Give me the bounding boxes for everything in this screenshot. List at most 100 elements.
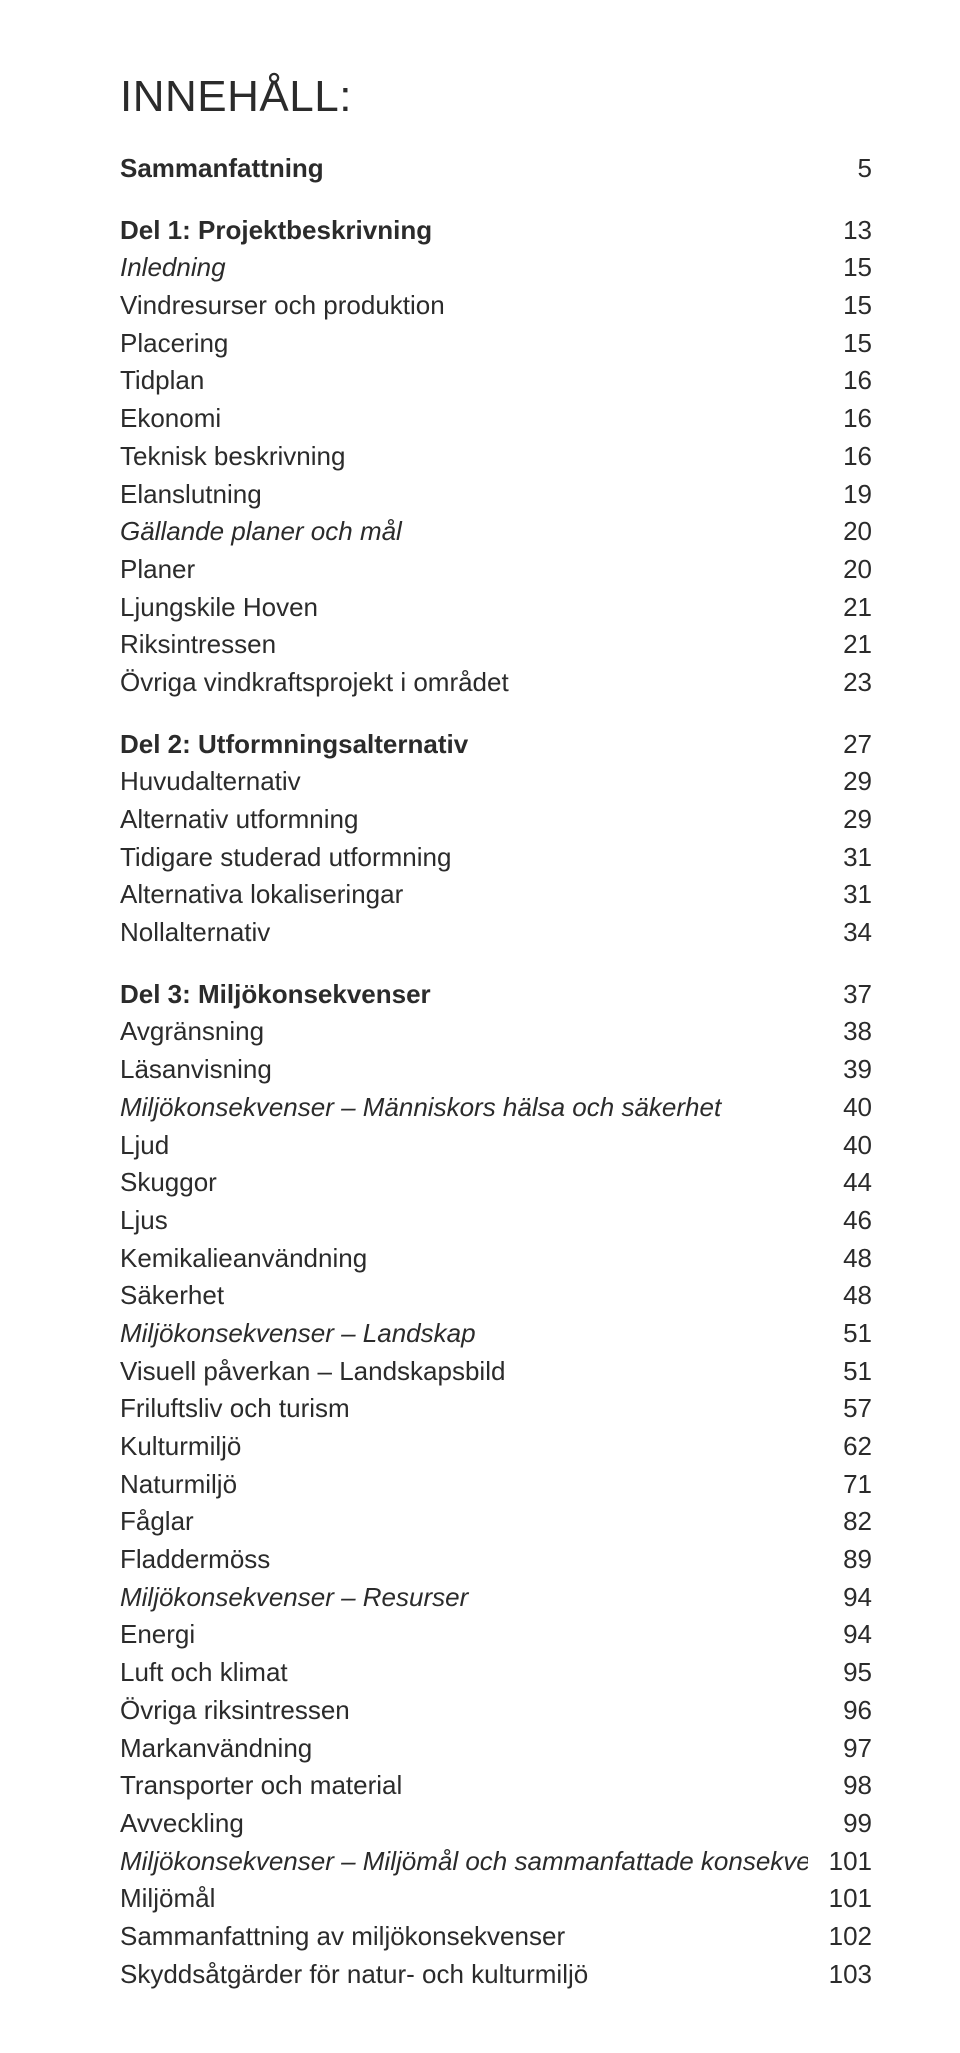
toc-page-number: 21 bbox=[808, 589, 872, 627]
toc-label: Naturmiljö bbox=[120, 1466, 808, 1504]
toc-page-number: 57 bbox=[808, 1390, 872, 1428]
toc-page-number: 31 bbox=[808, 839, 872, 877]
toc-label: Alternativ utformning bbox=[120, 801, 808, 839]
toc-page-number: 96 bbox=[808, 1692, 872, 1730]
toc-row: Ljud40 bbox=[120, 1127, 872, 1165]
toc-page-number: 20 bbox=[808, 513, 872, 551]
toc-row: Kulturmiljö62 bbox=[120, 1428, 872, 1466]
toc-page-number: 99 bbox=[808, 1805, 872, 1843]
toc-label: Skyddsåtgärder för natur- och kulturmilj… bbox=[120, 1956, 808, 1994]
toc-row: Markanvändning97 bbox=[120, 1730, 872, 1768]
toc-page-number: 20 bbox=[808, 551, 872, 589]
toc-label: Luft och klimat bbox=[120, 1654, 808, 1692]
toc-row: Nollalternativ34 bbox=[120, 914, 872, 952]
toc-page-number: 31 bbox=[808, 876, 872, 914]
toc-label: Del 2: Utformningsalternativ bbox=[120, 726, 808, 764]
toc-label: Visuell påverkan – Landskapsbild bbox=[120, 1353, 808, 1391]
toc-row: Läsanvisning39 bbox=[120, 1051, 872, 1089]
toc-page-number: 27 bbox=[808, 726, 872, 764]
toc-row: Gällande planer och mål20 bbox=[120, 513, 872, 551]
toc-label: Miljömål bbox=[120, 1880, 808, 1918]
toc-page-number: 38 bbox=[808, 1013, 872, 1051]
toc-label: Kulturmiljö bbox=[120, 1428, 808, 1466]
toc-page-number: 82 bbox=[808, 1503, 872, 1541]
toc-row: Skyddsåtgärder för natur- och kulturmilj… bbox=[120, 1956, 872, 1994]
toc-page-number: 29 bbox=[808, 763, 872, 801]
toc-page-number: 40 bbox=[808, 1089, 872, 1127]
toc-page-number: 94 bbox=[808, 1616, 872, 1654]
toc-label: Avveckling bbox=[120, 1805, 808, 1843]
toc-page-number: 29 bbox=[808, 801, 872, 839]
toc-label: Sammanfattning bbox=[120, 150, 808, 188]
toc-row: Ljus46 bbox=[120, 1202, 872, 1240]
toc-page-number: 37 bbox=[808, 976, 872, 1014]
toc-label: Ekonomi bbox=[120, 400, 808, 438]
toc-row: Miljökonsekvenser – Människors hälsa och… bbox=[120, 1089, 872, 1127]
toc-row: Miljömål101 bbox=[120, 1880, 872, 1918]
toc-row: Riksintressen21 bbox=[120, 626, 872, 664]
toc-row: Fåglar82 bbox=[120, 1503, 872, 1541]
toc-label: Inledning bbox=[120, 249, 808, 287]
toc-row: Sammanfattning5 bbox=[120, 150, 872, 188]
toc-page-number: 94 bbox=[808, 1579, 872, 1617]
toc-row: Inledning15 bbox=[120, 249, 872, 287]
toc-label: Kemikalieanvändning bbox=[120, 1240, 808, 1278]
toc-label: Teknisk beskrivning bbox=[120, 438, 808, 476]
toc-label: Elanslutning bbox=[120, 476, 808, 514]
toc-row: Luft och klimat95 bbox=[120, 1654, 872, 1692]
toc-page-number: 101 bbox=[808, 1843, 872, 1881]
toc-label: Miljökonsekvenser – Landskap bbox=[120, 1315, 808, 1353]
toc-label: Avgränsning bbox=[120, 1013, 808, 1051]
toc-label: Energi bbox=[120, 1616, 808, 1654]
toc-row: Alternativa lokaliseringar31 bbox=[120, 876, 872, 914]
toc-row: Del 2: Utformningsalternativ27 bbox=[120, 726, 872, 764]
toc-page-number: 48 bbox=[808, 1240, 872, 1278]
toc-page-number: 44 bbox=[808, 1164, 872, 1202]
toc-row: Alternativ utformning29 bbox=[120, 801, 872, 839]
toc-row: Visuell påverkan – Landskapsbild51 bbox=[120, 1353, 872, 1391]
toc-page-number: 71 bbox=[808, 1466, 872, 1504]
toc-label: Gällande planer och mål bbox=[120, 513, 808, 551]
toc-row: Energi94 bbox=[120, 1616, 872, 1654]
toc-row: Del 1: Projektbeskrivning13 bbox=[120, 212, 872, 250]
toc-label: Läsanvisning bbox=[120, 1051, 808, 1089]
toc-row: Miljökonsekvenser – Resurser94 bbox=[120, 1579, 872, 1617]
toc-page-number: 23 bbox=[808, 664, 872, 702]
toc-row: Tidigare studerad utformning31 bbox=[120, 839, 872, 877]
toc-row: Del 3: Miljökonsekvenser37 bbox=[120, 976, 872, 1014]
toc-row: Avgränsning38 bbox=[120, 1013, 872, 1051]
toc-page-number: 62 bbox=[808, 1428, 872, 1466]
toc-label: Skuggor bbox=[120, 1164, 808, 1202]
toc-page-number: 98 bbox=[808, 1767, 872, 1805]
toc-label: Sammanfattning av miljökonsekvenser bbox=[120, 1918, 808, 1956]
toc-label: Del 3: Miljökonsekvenser bbox=[120, 976, 808, 1014]
toc-page-number: 95 bbox=[808, 1654, 872, 1692]
toc-label: Miljökonsekvenser – Människors hälsa och… bbox=[120, 1089, 808, 1127]
toc-row: Friluftsliv och turism57 bbox=[120, 1390, 872, 1428]
toc-page-number: 15 bbox=[808, 325, 872, 363]
toc-label: Riksintressen bbox=[120, 626, 808, 664]
toc-label: Övriga riksintressen bbox=[120, 1692, 808, 1730]
toc-page-number: 101 bbox=[808, 1880, 872, 1918]
toc-label: Övriga vindkraftsprojekt i området bbox=[120, 664, 808, 702]
toc-row: Skuggor44 bbox=[120, 1164, 872, 1202]
toc-label: Fåglar bbox=[120, 1503, 808, 1541]
toc-page-number: 51 bbox=[808, 1353, 872, 1391]
toc-row: Miljökonsekvenser – Landskap51 bbox=[120, 1315, 872, 1353]
toc-row: Säkerhet48 bbox=[120, 1277, 872, 1315]
toc-row: Övriga vindkraftsprojekt i området23 bbox=[120, 664, 872, 702]
toc-page-number: 51 bbox=[808, 1315, 872, 1353]
toc-label: Markanvändning bbox=[120, 1730, 808, 1768]
toc-row: Naturmiljö71 bbox=[120, 1466, 872, 1504]
toc-label: Ljud bbox=[120, 1127, 808, 1165]
toc-label: Nollalternativ bbox=[120, 914, 808, 952]
toc-label: Miljökonsekvenser – Resurser bbox=[120, 1579, 808, 1617]
toc-page-number: 46 bbox=[808, 1202, 872, 1240]
toc-label: Ljus bbox=[120, 1202, 808, 1240]
toc-label: Transporter och material bbox=[120, 1767, 808, 1805]
toc-page-number: 5 bbox=[808, 150, 872, 188]
document-title: INNEHÅLL: bbox=[120, 72, 872, 122]
toc-label: Placering bbox=[120, 325, 808, 363]
toc-row: Ekonomi16 bbox=[120, 400, 872, 438]
toc-label: Ljungskile Hoven bbox=[120, 589, 808, 627]
